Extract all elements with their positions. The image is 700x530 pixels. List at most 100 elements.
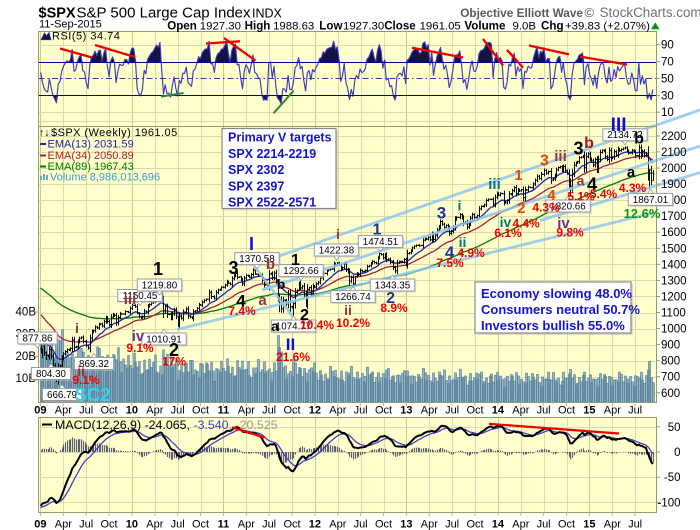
svg-text:2: 2 [517, 200, 525, 217]
svg-text:1867.01: 1867.01 [633, 195, 668, 206]
svg-text:7.4%: 7.4% [228, 304, 256, 318]
svg-text:a: a [271, 318, 279, 334]
svg-text:i: i [336, 226, 340, 242]
svg-text:II: II [286, 335, 295, 354]
svg-text:b: b [266, 256, 275, 273]
svg-text:1988.63: 1988.63 [273, 20, 314, 32]
svg-text:i: i [75, 320, 79, 336]
svg-text:3: 3 [228, 258, 238, 278]
svg-text:800: 800 [661, 356, 680, 368]
svg-text:1600: 1600 [661, 227, 687, 239]
svg-text:3: 3 [437, 204, 446, 223]
svg-text:Oct: Oct [100, 518, 117, 530]
svg-text:1292.66: 1292.66 [283, 266, 319, 277]
svg-text:4.3%: 4.3% [532, 201, 560, 215]
svg-text:Oct: Oct [192, 405, 209, 417]
svg-text:INDX: INDX [252, 6, 283, 20]
svg-text:Apr: Apr [604, 518, 621, 530]
svg-text:b: b [584, 135, 594, 152]
svg-text:2: 2 [300, 307, 309, 324]
svg-text:4: 4 [445, 243, 455, 262]
svg-text:20B: 20B [16, 351, 37, 363]
svg-text:40B: 40B [16, 306, 37, 318]
svg-text:9.8%: 9.8% [556, 226, 584, 240]
svg-text:1266.74: 1266.74 [335, 292, 371, 303]
svg-text:i: i [458, 197, 462, 213]
svg-text:1474.51: 1474.51 [363, 237, 398, 248]
svg-text:4.3%: 4.3% [619, 181, 647, 195]
svg-text:9.1%: 9.1% [72, 373, 100, 387]
svg-text:High: High [245, 19, 271, 32]
svg-text:EMA(13) 2031.59: EMA(13) 2031.59 [48, 139, 134, 151]
svg-text:900: 900 [661, 340, 680, 352]
svg-text:2200: 2200 [661, 131, 687, 143]
svg-text:Jul: Jul [171, 518, 185, 530]
svg-text:-100: -100 [657, 497, 680, 509]
svg-text:1: 1 [291, 252, 300, 269]
svg-text:Apr: Apr [329, 405, 346, 417]
svg-text:Apr: Apr [146, 405, 163, 417]
svg-text:2100: 2100 [661, 147, 687, 159]
svg-text:Consumers neutral 50.7%: Consumers neutral 50.7% [481, 302, 640, 317]
svg-text:iv: iv [557, 215, 570, 232]
svg-text:3: 3 [540, 153, 549, 170]
svg-text:1300: 1300 [661, 275, 687, 287]
svg-text:09: 09 [34, 405, 46, 417]
svg-text:ii: ii [459, 234, 467, 250]
svg-text:a: a [577, 172, 585, 188]
svg-text:Oct: Oct [466, 405, 483, 417]
svg-text:4: 4 [236, 291, 246, 310]
svg-text:15: 15 [583, 518, 595, 530]
svg-text:I: I [249, 234, 254, 254]
svg-text:+39.83 (+2.07%): +39.83 (+2.07%) [565, 20, 650, 32]
svg-text:4.9%: 4.9% [457, 246, 485, 260]
svg-text:9.1%: 9.1% [126, 341, 154, 355]
svg-text:1000: 1000 [661, 324, 687, 336]
svg-text:Volume 8,986,013,696: Volume 8,986,013,696 [50, 172, 160, 184]
svg-text:Jul: Jul [79, 405, 93, 417]
svg-text:a: a [258, 292, 267, 309]
svg-text:Apr: Apr [238, 518, 255, 530]
svg-text:70: 70 [661, 57, 674, 69]
svg-text:50: 50 [668, 422, 681, 434]
svg-text:1927.30: 1927.30 [200, 20, 241, 32]
svg-text:iii: iii [124, 291, 137, 308]
svg-text:iv: iv [500, 214, 512, 230]
svg-text:1961.05: 1961.05 [420, 20, 461, 32]
svg-text:3: 3 [573, 139, 583, 159]
svg-text:1900: 1900 [661, 179, 687, 191]
svg-text:b: b [634, 131, 644, 148]
svg-text:17%: 17% [162, 355, 186, 369]
svg-text:S&P 500 Large Cap Index: S&P 500 Large Cap Index [77, 5, 252, 22]
svg-text:Apr: Apr [512, 405, 529, 417]
svg-text:ii: ii [77, 363, 85, 379]
svg-text:Jul: Jul [171, 405, 185, 417]
svg-text:Apr: Apr [512, 518, 529, 530]
svg-text:©: © [585, 5, 595, 20]
svg-text:SPX 2397: SPX 2397 [228, 179, 284, 193]
svg-text:1219.80: 1219.80 [142, 280, 178, 291]
svg-text:-50: -50 [664, 472, 681, 484]
svg-text:10.4%: 10.4% [300, 318, 334, 332]
svg-text:Oct: Oct [558, 405, 575, 417]
svg-text:1: 1 [153, 259, 163, 279]
svg-text:11-Sep-2015: 11-Sep-2015 [39, 18, 102, 30]
svg-text:1343.35: 1343.35 [375, 280, 411, 291]
svg-text:1100: 1100 [661, 308, 686, 320]
svg-text:90: 90 [661, 40, 674, 52]
svg-text:1200: 1200 [661, 292, 687, 304]
svg-text:Jul: Jul [79, 518, 93, 530]
svg-text:Jul: Jul [262, 518, 276, 530]
svg-text:1: 1 [373, 222, 382, 239]
svg-text:iv: iv [132, 328, 145, 345]
svg-text:10: 10 [661, 107, 674, 119]
svg-text:Apr: Apr [604, 405, 621, 417]
svg-text:Primary V targets: Primary V targets [228, 131, 332, 145]
svg-text:SC2: SC2 [75, 384, 111, 405]
svg-text:iii: iii [554, 148, 567, 165]
svg-text:7.5%: 7.5% [436, 256, 464, 270]
svg-text:b: b [277, 276, 286, 292]
svg-text:Investors bullish 55.0%: Investors bullish 55.0% [481, 318, 625, 333]
svg-text:Jul: Jul [628, 518, 642, 530]
svg-text:1927.30: 1927.30 [343, 20, 384, 32]
